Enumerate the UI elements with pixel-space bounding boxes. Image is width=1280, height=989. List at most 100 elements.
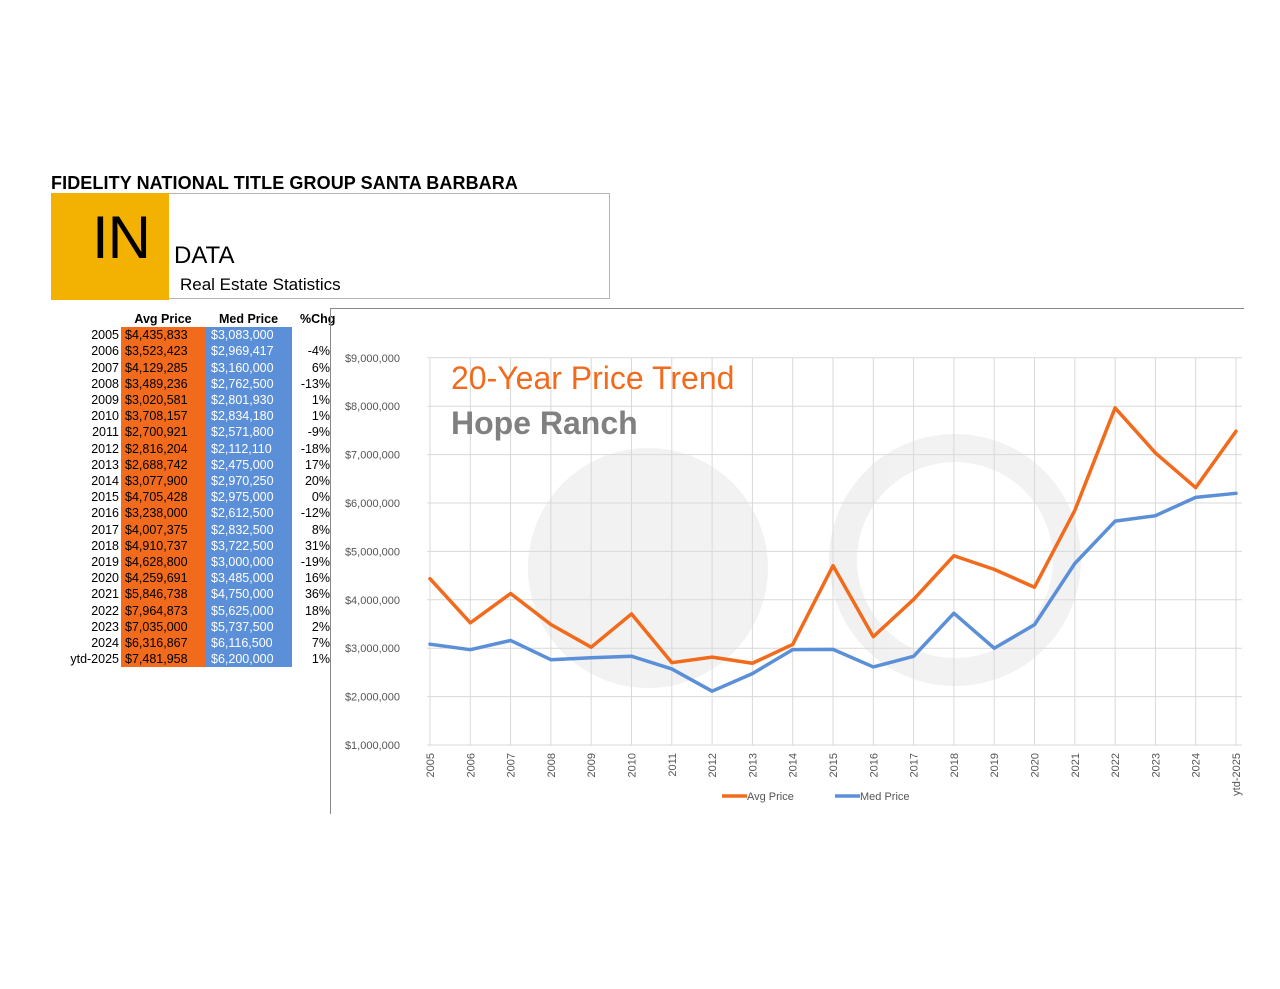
header-avg-price: Avg Price: [134, 312, 192, 326]
row-med-price: $2,612,500: [205, 505, 292, 522]
row-avg-price: $5,846,738: [121, 586, 205, 603]
x-tick-label: 2022: [1110, 753, 1122, 777]
row-year: 2013: [91, 457, 119, 472]
chart-title: 20-Year Price Trend: [451, 360, 735, 396]
row-pct-chg: -19%: [300, 555, 330, 570]
row-pct-chg: -9%: [307, 425, 330, 440]
table-row: 2021 $5,846,738 $4,750,000 36%: [40, 586, 338, 603]
y-tick-label: $2,000,000: [345, 692, 400, 704]
row-med-price: $2,112,110: [205, 440, 292, 457]
row-pct-chg: 1%: [311, 652, 330, 667]
row-med-price: $4,750,000: [205, 586, 292, 603]
row-pct-chg: 36%: [304, 587, 330, 602]
row-avg-price: $7,481,958: [121, 651, 205, 668]
row-year: 2024: [91, 636, 119, 651]
x-tick-label: 2018: [949, 753, 961, 777]
row-avg-price: $6,316,867: [121, 635, 205, 652]
header-med-price: Med Price: [218, 312, 279, 326]
series-line-avg-price: [428, 406, 1238, 666]
row-pct-chg: -18%: [300, 441, 330, 456]
row-med-price: $3,083,000: [205, 327, 292, 344]
row-avg-price: $3,489,236: [121, 375, 205, 393]
row-med-price: $2,571,800: [205, 424, 292, 441]
x-tick-label: 2013: [747, 753, 759, 777]
row-pct-chg: 16%: [304, 571, 330, 586]
x-tick-label: 2019: [989, 753, 1001, 777]
row-avg-price: $2,688,742: [121, 456, 205, 474]
row-med-price: $3,485,000: [205, 570, 292, 587]
row-med-price: $2,969,417: [205, 343, 292, 360]
x-tick-label: 2005: [425, 753, 437, 777]
row-avg-price: $4,628,800: [121, 554, 205, 571]
table-row: 2007 $4,129,285 $3,160,000 6%: [40, 359, 338, 376]
y-tick-label: $7,000,000: [345, 450, 400, 462]
row-pct-chg: 1%: [311, 409, 330, 424]
row-med-price: $2,975,000: [205, 489, 292, 506]
row-med-price: $2,970,250: [205, 473, 292, 490]
row-year: 2022: [91, 603, 119, 618]
x-tick-label: 2009: [586, 753, 598, 777]
table-body: 2005 $4,435,833 $3,083,000 2006 $3,523,423 $2…: [40, 327, 338, 668]
row-year: 2008: [91, 376, 119, 391]
x-tick-label: 2020: [1030, 753, 1042, 777]
row-pct-chg: 2%: [311, 619, 330, 634]
x-tick-label: 2008: [546, 753, 558, 777]
row-year: ytd-2025: [70, 652, 119, 667]
table-row: 2011 $2,700,921 $2,571,800 -9%: [40, 424, 338, 441]
watermark: [528, 434, 1081, 688]
x-tick-label: 2010: [627, 753, 639, 777]
row-year: 2014: [91, 474, 119, 489]
row-avg-price: $4,129,285: [121, 359, 205, 376]
row-pct-chg: 31%: [304, 538, 330, 553]
row-med-price: $2,475,000: [205, 456, 292, 474]
row-avg-price: $4,007,375: [121, 521, 205, 538]
table-row: 2013 $2,688,742 $2,475,000 17%: [40, 456, 338, 474]
x-tick-label: 2012: [707, 753, 719, 777]
row-year: 2012: [91, 441, 119, 456]
row-med-price: $5,737,500: [205, 618, 292, 636]
table-row: 2012 $2,816,204 $2,112,110 -18%: [40, 440, 338, 457]
row-year: 2011: [92, 425, 119, 440]
data-word: DATA: [174, 242, 235, 269]
row-pct-chg: -13%: [300, 376, 330, 391]
table-row: 2024 $6,316,867 $6,116,500 7%: [40, 635, 338, 652]
row-avg-price: $3,020,581: [121, 392, 205, 409]
x-tick-label: 2016: [868, 753, 880, 777]
subtitle: Real Estate Statistics: [180, 275, 341, 294]
row-year: 2006: [91, 344, 119, 359]
table-row: 2019 $4,628,800 $3,000,000 -19%: [40, 554, 338, 571]
row-avg-price: $4,259,691: [121, 570, 205, 587]
x-tick-label: 2015: [828, 753, 840, 777]
y-tick-label: $9,000,000: [345, 353, 400, 365]
row-year: 2021: [91, 587, 119, 602]
table-row: 2009 $3,020,581 $2,801,930 1%: [40, 392, 338, 409]
table-row: 2017 $4,007,375 $2,832,500 8%: [40, 521, 338, 538]
row-avg-price: $3,077,900: [121, 473, 205, 490]
row-pct-chg: 1%: [311, 393, 330, 408]
y-tick-label: $5,000,000: [345, 546, 400, 558]
table-row: 2014 $3,077,900 $2,970,250 20%: [40, 473, 338, 490]
row-avg-price: $3,238,000: [121, 505, 205, 522]
row-avg-price: $4,435,833: [121, 327, 205, 344]
row-med-price: $3,000,000: [205, 554, 292, 571]
header-year: [40, 311, 121, 327]
x-tick-label: 2021: [1070, 753, 1082, 777]
row-year: 2018: [91, 538, 119, 553]
row-med-price: $2,832,500: [205, 521, 292, 538]
table-row: 2018 $4,910,737 $3,722,500 31%: [40, 537, 338, 555]
row-year: 2010: [91, 409, 119, 424]
line-chart: $1,000,000 $2,000,000 $3,000,000 $4,000,000…: [330, 308, 1244, 814]
row-pct-chg: 0%: [311, 490, 330, 505]
x-tick-label: 2024: [1191, 753, 1203, 777]
row-pct-chg: 7%: [311, 636, 330, 651]
legend-label: Avg Price: [747, 791, 794, 803]
row-med-price: $5,625,000: [205, 602, 292, 619]
tower-watermark-icon: [829, 434, 1081, 686]
row-med-price: $2,762,500: [205, 375, 292, 393]
y-tick-label: $6,000,000: [345, 498, 400, 510]
header-pct-chg: %Chg: [300, 312, 336, 326]
chart-subtitle: Hope Ranch: [451, 405, 638, 441]
org-title: FIDELITY NATIONAL TITLE GROUP SANTA BARB…: [51, 173, 518, 193]
row-year: 2016: [91, 506, 119, 521]
row-year: 2009: [91, 393, 119, 408]
